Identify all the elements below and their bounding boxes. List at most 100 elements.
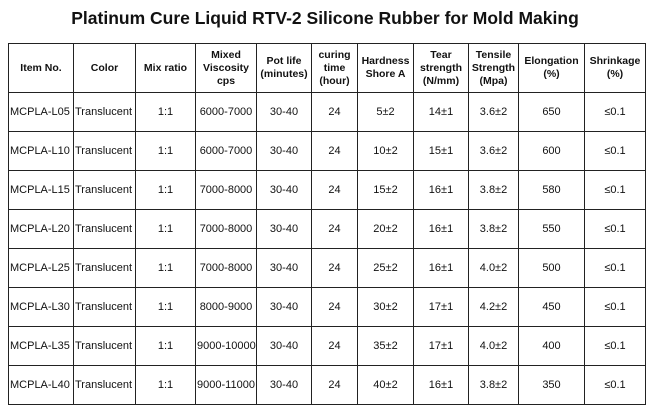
cell: 17±1 [413,287,469,327]
cell: 1:1 [135,131,196,171]
table-body: MCPLA-L05 Translucent 1:1 6000-7000 30-40 24 5… [8,92,646,405]
header-line: Pot life [266,55,302,67]
cell: 4.0±2 [468,248,519,288]
cell: MCPLA-L30 [8,287,74,327]
cell: 15±2 [357,170,414,210]
spec-table: Item No. Color Mix ratio Mixed Viscosity cps P… [8,43,646,405]
cell: MCPLA-L05 [8,92,74,132]
header-line: Shore A [365,68,406,80]
cell: MCPLA-L20 [8,209,74,249]
cell: Translucent [73,170,136,210]
column-header: Shrinkage (%) [584,43,646,93]
table-row: MCPLA-L20 Translucent 1:1 7000-8000 30-40 24 2… [8,209,646,249]
cell: 16±1 [413,209,469,249]
cell: 3.6±2 [468,92,519,132]
column-header: Elongation (%) [518,43,585,93]
cell: 550 [518,209,585,249]
header-line: Mixed [211,48,241,61]
cell: 1:1 [135,170,196,210]
cell: 1:1 [135,248,196,288]
cell: Translucent [73,248,136,288]
header-line: Strength [471,61,516,74]
cell: 7000-8000 [195,248,257,288]
header-line: Tear [430,48,452,61]
cell: 9000-11000 [195,365,257,405]
column-header: Pot life (minutes) [256,43,312,93]
cell: ≤0.1 [584,326,646,366]
title: Platinum Cure Liquid RTV-2 Silicone Rubb… [71,8,579,28]
table-row: MCPLA-L25 Translucent 1:1 7000-8000 30-40 24 2… [8,248,646,288]
cell: ≤0.1 [584,287,646,327]
cell: 3.6±2 [468,131,519,171]
cell: 1:1 [135,287,196,327]
cell: ≤0.1 [584,92,646,132]
header-line: Shrinkage [589,55,641,67]
cell: 9000-10000 [195,326,257,366]
cell: 24 [311,131,358,171]
cell: 24 [311,287,358,327]
cell: 10±2 [357,131,414,171]
cell: 24 [311,248,358,288]
column-header: Tensile Strength (Mpa) [468,43,519,93]
cell: ≤0.1 [584,209,646,249]
cell: 30-40 [256,131,312,171]
table-row: MCPLA-L35 Translucent 1:1 9000-10000 30-40 24… [8,326,646,366]
cell: 30-40 [256,287,312,327]
cell: 30±2 [357,287,414,327]
cell: 3.8±2 [468,209,519,249]
cell: ≤0.1 [584,248,646,288]
cell: 16±1 [413,248,469,288]
cell: Translucent [73,365,136,405]
cell: 24 [311,209,358,249]
header-line: Hardness [361,55,410,67]
cell: 3.8±2 [468,365,519,405]
cell: 450 [518,287,585,327]
cell: ≤0.1 [584,131,646,171]
cell: ≤0.1 [584,365,646,405]
cell: 7000-8000 [195,209,257,249]
cell: 24 [311,365,358,405]
header-line: time [323,61,346,74]
cell: Translucent [73,92,136,132]
column-header: Mix ratio [135,43,196,93]
cell: 35±2 [357,326,414,366]
cell: 40±2 [357,365,414,405]
header-line: cps [216,74,236,87]
cell: 3.8±2 [468,170,519,210]
column-header: Tear strength (N/mm) [413,43,469,93]
header-line: Tensile [475,48,512,61]
cell: 4.2±2 [468,287,519,327]
header-line: Item No. [20,61,62,74]
cell: 6000-7000 [195,92,257,132]
cell: 7000-8000 [195,170,257,210]
header-line: (Mpa) [479,74,508,87]
cell: ≤0.1 [584,170,646,210]
cell: 500 [518,248,585,288]
cell: 30-40 [256,248,312,288]
cell: Translucent [73,326,136,366]
cell: 24 [311,92,358,132]
header-line: (hour) [319,74,350,87]
table-row: MCPLA-L15 Translucent 1:1 7000-8000 30-40 24 1… [8,170,646,210]
header-line: (N/mm) [422,74,460,87]
cell: Translucent [73,209,136,249]
header-line: curing [318,48,351,61]
column-header: curing time (hour) [311,43,358,93]
cell: 17±1 [413,326,469,366]
cell: 650 [518,92,585,132]
cell: 30-40 [256,170,312,210]
table-row: MCPLA-L10 Translucent 1:1 6000-7000 30-40 24 1… [8,131,646,171]
cell: MCPLA-L35 [8,326,74,366]
column-header: Mixed Viscosity cps [195,43,257,93]
cell: 16±1 [413,365,469,405]
cell: 1:1 [135,365,196,405]
table-row: MCPLA-L05 Translucent 1:1 6000-7000 30-40 24 5… [8,92,646,132]
cell: 8000-9000 [195,287,257,327]
cell: Translucent [73,131,136,171]
cell: 24 [311,170,358,210]
cell: 30-40 [256,326,312,366]
cell: 30-40 [256,209,312,249]
cell: 1:1 [135,209,196,249]
cell: 15±1 [413,131,469,171]
